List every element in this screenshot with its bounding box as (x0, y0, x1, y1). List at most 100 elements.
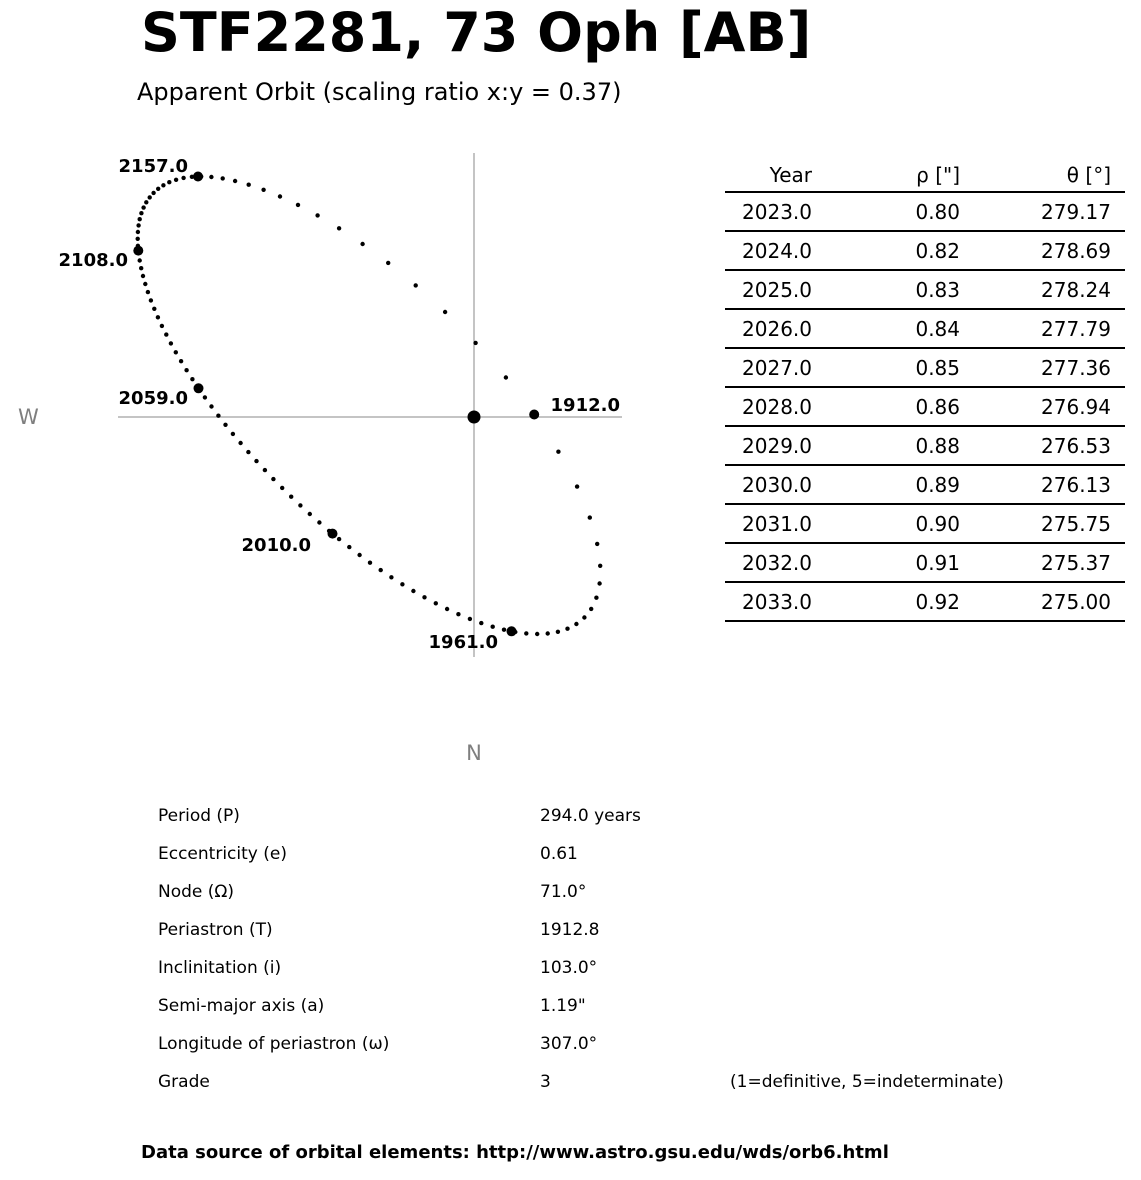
orbit-dot (223, 422, 228, 427)
orbit-dot (411, 588, 416, 594)
ephemeris-cell: 0.83 (812, 270, 960, 310)
ephemeris-header-row: Year ρ ["] θ [°] (725, 158, 1125, 193)
ephemeris-cell: 0.90 (812, 504, 960, 544)
epoch-label-2157.0: 2157.0 (119, 156, 188, 177)
ephemeris-column-header: θ [°] (960, 158, 1125, 193)
orbital-element-value: 1.19" (540, 996, 586, 1016)
orbit-dot (280, 485, 285, 491)
orbit-dot (595, 541, 600, 547)
ephemeris-row: 2024.0 0.82 278.69 (725, 231, 1125, 271)
orbital-element-row: Inclinitation (i) 103.0° (158, 949, 1098, 987)
orbit-dot (444, 606, 450, 612)
epoch-dot-2059.0 (193, 383, 204, 394)
ephemeris-cell: 0.89 (812, 465, 960, 505)
orbit-dot (173, 177, 179, 182)
ephemeris-cell: 278.24 (960, 270, 1125, 310)
orbit-dot (298, 503, 303, 508)
epoch-label-2010.0: 2010.0 (242, 535, 311, 556)
orbit-dot (137, 217, 142, 222)
orbit-dot (347, 544, 352, 550)
orbital-element-row: Semi-major axis (a) 1.19" (158, 987, 1098, 1025)
orbit-dot (139, 211, 144, 216)
orbit-dot (216, 413, 221, 418)
orbit-dot (587, 515, 592, 520)
ephemeris-cell: 0.91 (812, 543, 960, 583)
orbit-dot (582, 615, 587, 620)
ephemeris-cell: 276.94 (960, 387, 1125, 427)
ephemeris-row: 2032.0 0.91 275.37 (725, 543, 1125, 583)
orbit-dot (151, 190, 156, 196)
ephemeris-cell: 277.79 (960, 309, 1125, 349)
page-title: STF2281, 73 Oph [AB] (141, 1, 812, 64)
ephemeris-cell: 275.00 (960, 582, 1125, 622)
primary-star-dot (467, 410, 481, 424)
orbit-dot (230, 431, 236, 437)
orbit-dot (184, 368, 189, 373)
ephemeris-cell: 2026.0 (725, 309, 812, 349)
orbit-dot (139, 266, 144, 271)
ephemeris-row: 2031.0 0.90 275.75 (725, 504, 1125, 544)
ephemeris-column-header: ρ ["] (812, 158, 960, 193)
orbit-dot (145, 289, 151, 295)
orbit-dot (556, 449, 561, 454)
orbit-dot (524, 631, 529, 636)
ephemeris-cell: 275.37 (960, 543, 1125, 583)
ephemeris-cell: 2028.0 (725, 387, 812, 427)
orbital-elements-panel: Period (P) 294.0 years Eccentricity (e) 0.6… (158, 797, 1098, 1101)
orbit-dot (135, 236, 140, 241)
epoch-label-1912.0: 1912.0 (551, 395, 620, 416)
orbit-dot (307, 511, 312, 517)
orbit-dot (246, 182, 251, 187)
orbit-dot (181, 175, 186, 181)
orbit-dot (378, 567, 383, 573)
ephemeris-cell: 2029.0 (725, 426, 812, 466)
orbital-element-row: Node (Ω) 71.0° (158, 873, 1098, 911)
ephemeris-row: 2023.0 0.80 279.17 (725, 192, 1125, 232)
orbit-dot (152, 306, 157, 311)
orbit-dot (555, 629, 561, 634)
orbit-dot (597, 581, 602, 586)
west-axis-label: W (18, 405, 39, 429)
orbit-dot (140, 273, 146, 279)
orbit-dot (156, 186, 161, 191)
orbit-dot (422, 595, 427, 600)
ephemeris-cell: 276.13 (960, 465, 1125, 505)
orbit-dot (479, 620, 484, 626)
ephemeris-cell: 0.80 (812, 192, 960, 232)
ephemeris-column-header: Year (725, 158, 812, 193)
ephemeris-cell: 2025.0 (725, 270, 812, 310)
epoch-dot-2157.0 (193, 171, 203, 182)
orbit-dot (178, 359, 184, 364)
orbit-dot (367, 560, 373, 565)
orbit-dot (271, 476, 276, 482)
data-source-footer: Data source of orbital elements: http://… (141, 1142, 889, 1163)
ephemeris-cell: 0.84 (812, 309, 960, 349)
orbital-element-label: Semi-major axis (a) (158, 996, 325, 1016)
orbit-dot (254, 458, 259, 464)
orbit-dot (238, 440, 243, 446)
orbit-dot (167, 180, 172, 185)
orbit-dot (456, 612, 461, 617)
orbital-element-row: Periastron (T) 1912.8 (158, 911, 1098, 949)
orbit-dot (261, 187, 266, 192)
orbit-dot (135, 229, 141, 235)
orbital-element-label: Longitude of periastron (ω) (158, 1034, 390, 1054)
orbit-dot (295, 202, 301, 208)
orbit-dot (433, 601, 438, 606)
orbit-dot (155, 315, 161, 320)
orbital-element-value: 103.0° (540, 958, 598, 978)
orbital-element-label: Periastron (T) (158, 920, 273, 940)
orbital-element-value: 294.0 years (540, 806, 641, 826)
ephemeris-cell: 277.36 (960, 348, 1125, 388)
ephemeris-cell: 2031.0 (725, 504, 812, 544)
ephemeris-row: 2030.0 0.89 276.13 (725, 465, 1125, 505)
orbital-element-label: Node (Ω) (158, 882, 235, 902)
epoch-label-2059.0: 2059.0 (119, 388, 188, 409)
orbit-dot (137, 258, 142, 263)
orbit-dot (400, 582, 405, 587)
ephemeris-cell: 2032.0 (725, 543, 812, 583)
ephemeris-cell: 2033.0 (725, 582, 812, 622)
orbit-dot (386, 260, 391, 266)
orbit-dot (501, 627, 507, 632)
